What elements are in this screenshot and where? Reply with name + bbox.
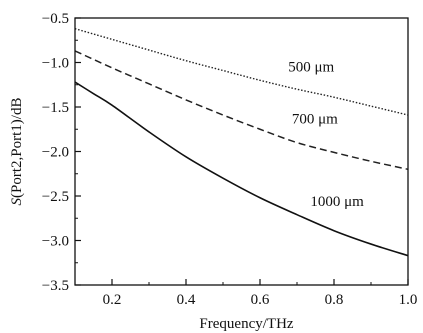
series-line-1 [74,50,409,171]
y-axis-label-text: (Port2,Port1)/dB [9,98,25,198]
ticks-layer: 0.2 0.4 0.6 0.8 1.0 −0.5 −1.0 −1.5 −2.0 −2.5 −3.0 −… [42,11,418,308]
x-tick-label: 0.4 [177,292,196,308]
labels-layer: 500 μm 700 μm 1000 μm [288,60,364,210]
y-axis-label: S(Port2,Port1)/dB [9,98,25,206]
x-tick-label: 1.0 [399,292,418,308]
y-tick-label: −3.0 [42,234,69,250]
series-label-2: 1000 μm [310,194,364,210]
x-tick-label: 0.8 [325,292,344,308]
series-line-0 [74,28,409,116]
y-tick-label: −1.0 [42,56,69,72]
series-label-0: 500 μm [288,60,334,76]
x-tick-label: 0.2 [103,292,122,308]
x-tick-label: 0.6 [251,292,270,308]
x-axis-label: Frequency/THz [199,316,293,332]
y-tick-label: −3.5 [42,278,69,294]
y-tick-label: −0.5 [42,11,69,27]
series-layer [74,28,409,257]
y-tick-label: −2.5 [42,189,69,205]
series-line-2 [74,81,409,257]
y-axis-label-symbol: S [9,197,25,205]
y-tick-label: −1.5 [42,100,69,116]
series-label-1: 700 μm [292,112,338,128]
y-tick-label: −2.0 [42,145,69,161]
plot-frame [74,17,409,286]
